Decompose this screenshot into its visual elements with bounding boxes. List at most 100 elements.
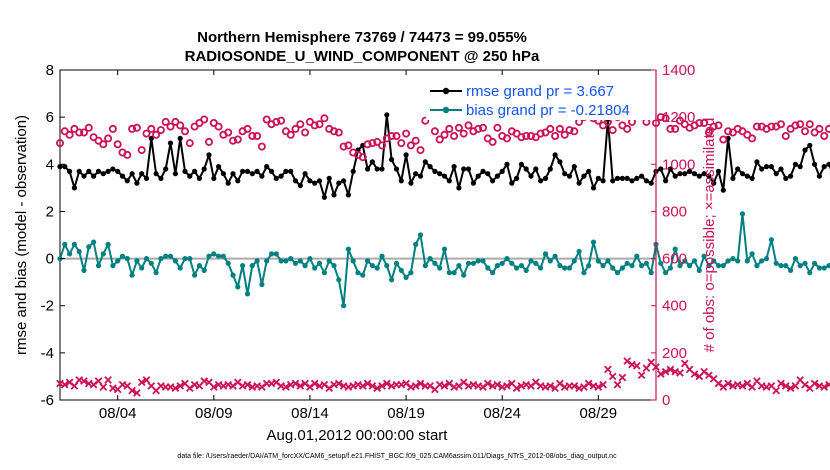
- obs-possible-marker: [570, 127, 579, 136]
- obs-possible-marker: [277, 116, 286, 125]
- obs-assimilated-marker: [128, 386, 136, 395]
- data-point: [514, 265, 520, 271]
- data-point: [341, 303, 347, 309]
- data-point: [518, 161, 525, 167]
- obs-possible-marker: [137, 146, 146, 155]
- obs-possible-marker: [128, 124, 137, 133]
- obs-assimilated-marker: [724, 379, 732, 388]
- obs-assimilated-marker: [599, 380, 607, 389]
- data-point: [259, 173, 265, 179]
- obs-possible-marker: [262, 115, 271, 124]
- data-point: [446, 270, 452, 276]
- data-point: [62, 164, 68, 170]
- obs-assimilated-marker: [584, 379, 593, 388]
- data-point: [331, 263, 337, 269]
- data-point: [807, 270, 813, 276]
- obs-possible-marker: [272, 117, 281, 126]
- obs-assimilated-marker: [556, 379, 564, 388]
- obs-possible-marker: [411, 136, 420, 145]
- x-tick-label: 08/19: [387, 405, 425, 422]
- data-point: [230, 272, 236, 278]
- data-point: [105, 168, 111, 174]
- data-point: [816, 173, 823, 179]
- y-left-tick-label: 4: [46, 156, 54, 173]
- data-point: [143, 175, 150, 181]
- ticks-layer: 08/04 08/09 08/14 08/19 08/24 08/29 -6 -4 -2 0 2 4 6…: [41, 62, 696, 422]
- data-point: [100, 171, 106, 177]
- data-point: [639, 263, 645, 269]
- legend-label-bias: bias grand pr = -0.21804: [466, 102, 630, 119]
- data-point: [494, 263, 500, 269]
- data-point: [812, 161, 818, 167]
- data-point: [307, 178, 313, 184]
- data-point: [192, 272, 198, 278]
- data-point: [192, 168, 198, 174]
- data-point: [557, 159, 563, 165]
- data-point: [480, 258, 486, 264]
- data-point: [341, 178, 347, 184]
- data-point: [735, 166, 741, 172]
- data-point: [547, 166, 553, 172]
- data-point: [701, 171, 707, 177]
- data-point: [312, 265, 318, 271]
- legend: rmse grand pr = 3.667 bias grand pr = -0…: [426, 79, 655, 120]
- obs-assimilated-marker: [632, 361, 641, 370]
- obs-possible-marker: [368, 139, 377, 148]
- y-right-tick-label: 1200: [662, 109, 695, 126]
- data-point: [264, 164, 270, 170]
- obs-assimilated-marker: [291, 379, 300, 388]
- data-point: [528, 258, 534, 264]
- y-left-tick-label: 8: [46, 62, 54, 79]
- y-right-tick-label: 1000: [662, 156, 695, 173]
- obs-possible-marker: [363, 140, 372, 149]
- data-point: [744, 173, 750, 179]
- obs-assimilated-marker: [325, 384, 334, 393]
- data-point: [619, 265, 626, 271]
- obs-possible-marker: [243, 124, 252, 133]
- y-right-tick-label: 800: [662, 203, 687, 220]
- data-point: [706, 263, 712, 269]
- data-point: [403, 274, 409, 280]
- data-point: [57, 164, 63, 170]
- data-point: [504, 161, 510, 167]
- obs-assimilated-marker: [382, 379, 391, 388]
- obs-possible-marker: [166, 122, 175, 131]
- obs-possible-marker: [320, 114, 329, 123]
- data-point: [119, 253, 126, 259]
- data-point: [302, 171, 308, 177]
- obs-possible-marker: [459, 129, 468, 138]
- data-point: [643, 178, 650, 184]
- obs-possible-marker: [551, 131, 560, 140]
- data-point: [110, 263, 116, 269]
- data-point: [490, 178, 496, 184]
- data-point: [374, 265, 380, 271]
- obs-possible-marker: [84, 123, 93, 132]
- obs-possible-marker: [791, 121, 800, 130]
- data-point: [316, 260, 323, 266]
- data-point: [643, 260, 650, 266]
- data-point: [639, 173, 645, 179]
- data-point: [384, 112, 390, 118]
- data-point: [432, 260, 438, 266]
- y-left-tick-label: -4: [41, 345, 54, 362]
- y-right-tick-label: 0: [662, 392, 670, 409]
- obs-possible-marker: [719, 135, 728, 144]
- data-point: [571, 258, 577, 264]
- data-point: [235, 284, 241, 290]
- obs-possible-marker: [80, 128, 89, 137]
- data-point: [379, 253, 385, 259]
- obs-possible-marker: [416, 146, 425, 155]
- obs-assimilated-marker: [89, 380, 98, 389]
- data-point: [475, 173, 481, 179]
- data-point: [797, 263, 803, 269]
- data-point: [773, 171, 779, 177]
- obs-assimilated-marker: [580, 383, 588, 391]
- data-point: [326, 175, 332, 181]
- data-point: [485, 171, 491, 177]
- obs-assimilated-marker: [642, 364, 651, 373]
- obs-possible-marker: [65, 130, 74, 139]
- data-point: [110, 166, 116, 172]
- data-point: [533, 260, 539, 266]
- data-point: [163, 166, 169, 172]
- plot-area: [59, 69, 657, 401]
